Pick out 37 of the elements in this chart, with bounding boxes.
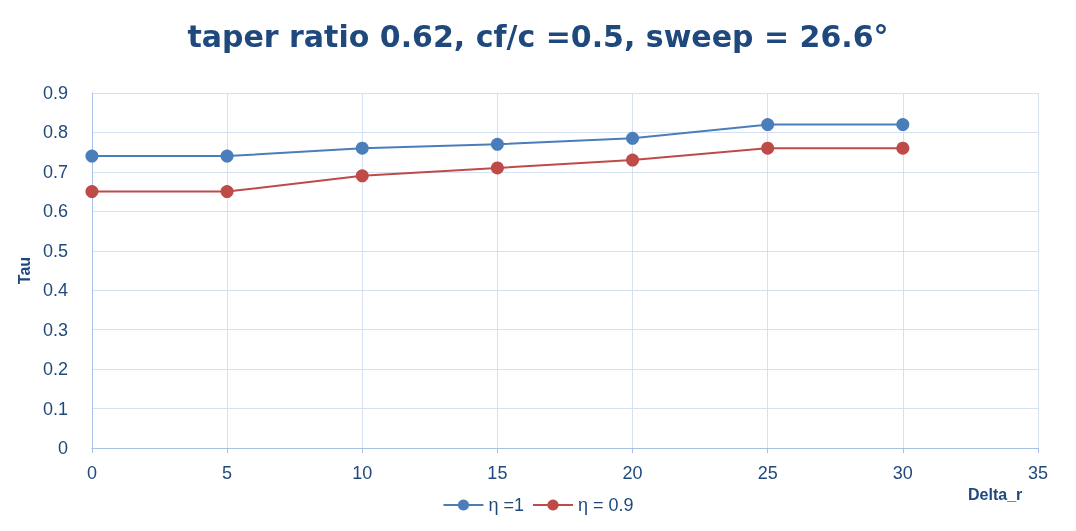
y-tick-label: 0 bbox=[57, 438, 68, 458]
x-tick-label: 5 bbox=[222, 463, 233, 483]
point bbox=[220, 149, 234, 163]
point bbox=[85, 149, 99, 163]
x-tick-label: 35 bbox=[1027, 463, 1049, 483]
point bbox=[490, 137, 504, 151]
x-axis-title: Delta_r bbox=[968, 485, 1023, 503]
legend-label: η = 0.9 bbox=[577, 495, 634, 515]
point bbox=[355, 169, 369, 183]
y-tick-label: 0.6 bbox=[42, 201, 68, 222]
chart-title: taper ratio 0.62, cf/c =0.5, sweep = 26.6° bbox=[187, 18, 889, 54]
y-tick-label: 0.8 bbox=[42, 122, 68, 143]
x-tick-label: 0 bbox=[86, 463, 97, 483]
y-tick-label: 0.7 bbox=[42, 161, 68, 182]
x-tick-label: 10 bbox=[352, 463, 373, 483]
y-tick-label: 0.9 bbox=[42, 83, 68, 103]
point bbox=[355, 141, 369, 155]
point bbox=[490, 161, 504, 175]
x-tick-label: 15 bbox=[487, 463, 508, 483]
x-tick-label: 30 bbox=[892, 463, 913, 483]
point bbox=[626, 153, 640, 167]
y-tick-label: 0.4 bbox=[42, 280, 68, 301]
point bbox=[626, 131, 640, 145]
x-tick-label: 25 bbox=[757, 463, 778, 483]
y-tick-label: 0.1 bbox=[42, 398, 68, 419]
point bbox=[220, 185, 234, 199]
legend-label: η =1 bbox=[488, 495, 525, 515]
point bbox=[85, 185, 99, 199]
point bbox=[761, 141, 775, 155]
y-tick-label: 0.2 bbox=[42, 359, 68, 380]
y-axis-title: Tau bbox=[15, 256, 33, 285]
y-tick-label: 0.3 bbox=[42, 319, 68, 340]
point bbox=[896, 141, 910, 155]
y-tick-label: 0.5 bbox=[42, 240, 68, 261]
point bbox=[896, 118, 910, 132]
x-tick-label: 20 bbox=[622, 463, 643, 483]
point bbox=[761, 118, 775, 132]
